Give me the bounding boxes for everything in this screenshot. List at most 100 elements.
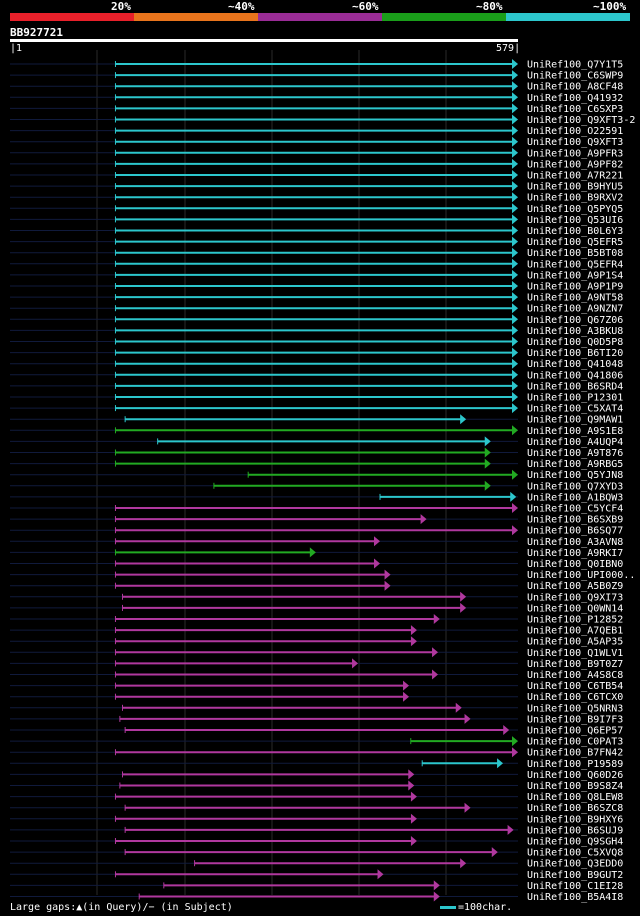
hit-label[interactable]: UniRef100_Q0IBN0 xyxy=(527,559,623,570)
hit-label[interactable]: UniRef100_A9S1E8 xyxy=(527,426,623,437)
hit-label[interactable]: UniRef100_Q7Y1T5 xyxy=(527,60,623,71)
hit-label[interactable]: UniRef100_B6SUJ9 xyxy=(527,825,623,836)
hit-label[interactable]: UniRef100_C5XAT4 xyxy=(527,404,623,415)
hit-label[interactable]: UniRef100_Q5EFR4 xyxy=(527,259,623,270)
hit-label[interactable]: UniRef100_A5B0Z9 xyxy=(527,581,623,592)
hit-label[interactable]: UniRef100_B9T0Z7 xyxy=(527,659,623,670)
hit-label[interactable]: UniRef100_Q41048 xyxy=(527,359,623,370)
hit-label[interactable]: UniRef100_A9P1S4 xyxy=(527,270,623,281)
hit-label[interactable]: UniRef100_C6SXP3 xyxy=(527,104,623,115)
hit-label[interactable]: UniRef100_P19589 xyxy=(527,759,623,770)
hit-end-arrow xyxy=(455,702,462,713)
hit-label[interactable]: UniRef100_O22591 xyxy=(527,126,623,137)
hit-label[interactable]: UniRef100_A3AVN8 xyxy=(527,537,623,548)
hit-label[interactable]: UniRef100_P12852 xyxy=(527,615,623,626)
hit-end-arrow xyxy=(512,81,518,92)
hit-label[interactable]: UniRef100_A5AP35 xyxy=(527,637,623,648)
hit-label[interactable]: UniRef100_B6SQ77 xyxy=(527,526,623,537)
hit-end-arrow xyxy=(352,658,359,669)
hit-label[interactable]: UniRef100_A3BKU8 xyxy=(527,326,623,337)
hit-label[interactable]: UniRef100_Q9MAW1 xyxy=(527,415,623,426)
hit-label[interactable]: UniRef100_B9GUT2 xyxy=(527,870,623,881)
hit-end-arrow xyxy=(512,369,518,380)
hit-label[interactable]: UniRef100_Q60D26 xyxy=(527,770,623,781)
hit-label[interactable]: UniRef100_Q9XFT3-2 xyxy=(527,115,635,126)
hit-label[interactable]: UniRef100_B7FN42 xyxy=(527,748,623,759)
hit-label[interactable]: UniRef100_B6SZC8 xyxy=(527,803,623,814)
hit-end-arrow xyxy=(512,392,518,402)
hit-label[interactable]: UniRef100_A9PFR3 xyxy=(527,148,623,159)
hit-end-arrow xyxy=(512,192,518,203)
hit-end-arrow xyxy=(460,858,467,869)
hit-label[interactable]: UniRef100_B9S8Z4 xyxy=(527,781,623,792)
hit-label[interactable]: UniRef100_Q41932 xyxy=(527,93,623,104)
hit-label[interactable]: UniRef100_A4UQP4 xyxy=(527,437,623,448)
hit-label[interactable]: UniRef100_Q6EP57 xyxy=(527,726,623,737)
hit-label[interactable]: UniRef100_B6SRD4 xyxy=(527,381,623,392)
hit-end-arrow xyxy=(512,380,518,391)
hit-label[interactable]: UniRef100_Q5PYQ5 xyxy=(527,204,623,215)
hit-label[interactable]: UniRef100_A9RKI7 xyxy=(527,548,623,559)
hit-label[interactable]: UniRef100_Q9XFT3 xyxy=(527,137,623,148)
hit-label[interactable]: UniRef100_A1BQW3 xyxy=(527,492,623,503)
hit-label[interactable]: UniRef100_B5BT08 xyxy=(527,248,623,259)
hit-end-arrow xyxy=(512,92,518,103)
hit-label[interactable]: UniRef100_B9RXV2 xyxy=(527,193,623,204)
hit-label[interactable]: UniRef100_Q0D5P8 xyxy=(527,337,623,348)
legend-label: 20% xyxy=(111,0,131,13)
hit-label[interactable]: UniRef100_B9HXY6 xyxy=(527,814,623,825)
hit-end-arrow xyxy=(512,170,518,180)
scale-swatch xyxy=(440,905,456,909)
hit-label[interactable]: UniRef100_A9PF82 xyxy=(527,159,623,170)
hit-label[interactable]: UniRef100_Q7XYD3 xyxy=(527,481,623,492)
hit-end-arrow xyxy=(512,70,518,81)
hit-label[interactable]: UniRef100_A7R221 xyxy=(527,171,623,182)
hit-label[interactable]: UniRef100_B5A4I8 xyxy=(527,892,623,903)
hit-label[interactable]: UniRef100_B9HYU5 xyxy=(527,182,623,193)
hit-label[interactable]: UniRef100_Q53UI6 xyxy=(527,215,623,226)
hit-label[interactable]: UniRef100_Q5EFR5 xyxy=(527,237,623,248)
hit-label[interactable]: UniRef100_B0L6Y3 xyxy=(527,226,623,237)
hit-label[interactable]: UniRef100_A9P1P9 xyxy=(527,282,623,293)
hit-label[interactable]: UniRef100_A7QEB1 xyxy=(527,626,623,637)
hit-label[interactable]: UniRef100_A8CF48 xyxy=(527,82,623,93)
hit-end-arrow xyxy=(484,447,491,458)
hit-label[interactable]: UniRef100_C6TCX0 xyxy=(527,692,623,703)
hit-end-arrow xyxy=(403,680,410,691)
hit-label[interactable]: UniRef100_A4S8C8 xyxy=(527,670,623,681)
hit-label[interactable]: UniRef100_Q67Z06 xyxy=(527,315,623,326)
legend-segment xyxy=(258,13,382,21)
hit-label[interactable]: UniRef100_A9T876 xyxy=(527,448,623,459)
hit-end-arrow xyxy=(484,480,491,491)
hit-label[interactable]: UniRef100_Q0WN14 xyxy=(527,603,623,614)
hit-end-arrow xyxy=(432,669,439,680)
hit-label[interactable]: UniRef100_B6TI20 xyxy=(527,348,623,359)
hit-label[interactable]: UniRef100_Q9SGH4 xyxy=(527,837,623,848)
hit-end-arrow xyxy=(464,713,471,724)
hit-label[interactable]: UniRef100_C5XVQ8 xyxy=(527,848,623,859)
hit-end-arrow xyxy=(512,114,518,125)
hit-label[interactable]: UniRef100_C1EI28 xyxy=(527,881,623,892)
hit-label[interactable]: UniRef100_P12301 xyxy=(527,393,623,404)
hit-label[interactable]: UniRef100_A9RBG5 xyxy=(527,459,623,470)
hit-label[interactable]: UniRef100_Q9XI73 xyxy=(527,592,623,603)
hit-label[interactable]: UniRef100_Q3EDD0 xyxy=(527,859,623,870)
hit-label[interactable]: UniRef100_A9NT58 xyxy=(527,293,623,304)
hit-end-arrow xyxy=(512,303,518,314)
hit-label[interactable]: UniRef100_C6TB54 xyxy=(527,681,623,692)
hit-label[interactable]: UniRef100_C6SWP9 xyxy=(527,71,623,82)
hit-label[interactable]: UniRef100_Q1WLV1 xyxy=(527,648,623,659)
hit-label[interactable]: UniRef100_UPI000.. xyxy=(527,570,635,581)
hit-label[interactable]: UniRef100_Q5NRN3 xyxy=(527,703,623,714)
scale-end: 579| xyxy=(496,43,521,54)
hit-end-arrow xyxy=(512,125,518,136)
hit-label[interactable]: UniRef100_Q8LEW8 xyxy=(527,792,623,803)
hit-label[interactable]: UniRef100_Q5YJN8 xyxy=(527,470,623,481)
hit-label[interactable]: UniRef100_C5YCF4 xyxy=(527,504,623,515)
hit-label[interactable]: UniRef100_A9NZN7 xyxy=(527,304,623,315)
hit-label[interactable]: UniRef100_Q41806 xyxy=(527,370,623,381)
hit-label[interactable]: UniRef100_C0PAT3 xyxy=(527,737,623,748)
hit-label[interactable]: UniRef100_B9I7F3 xyxy=(527,714,623,725)
hit-label[interactable]: UniRef100_B6SXB9 xyxy=(527,515,623,526)
